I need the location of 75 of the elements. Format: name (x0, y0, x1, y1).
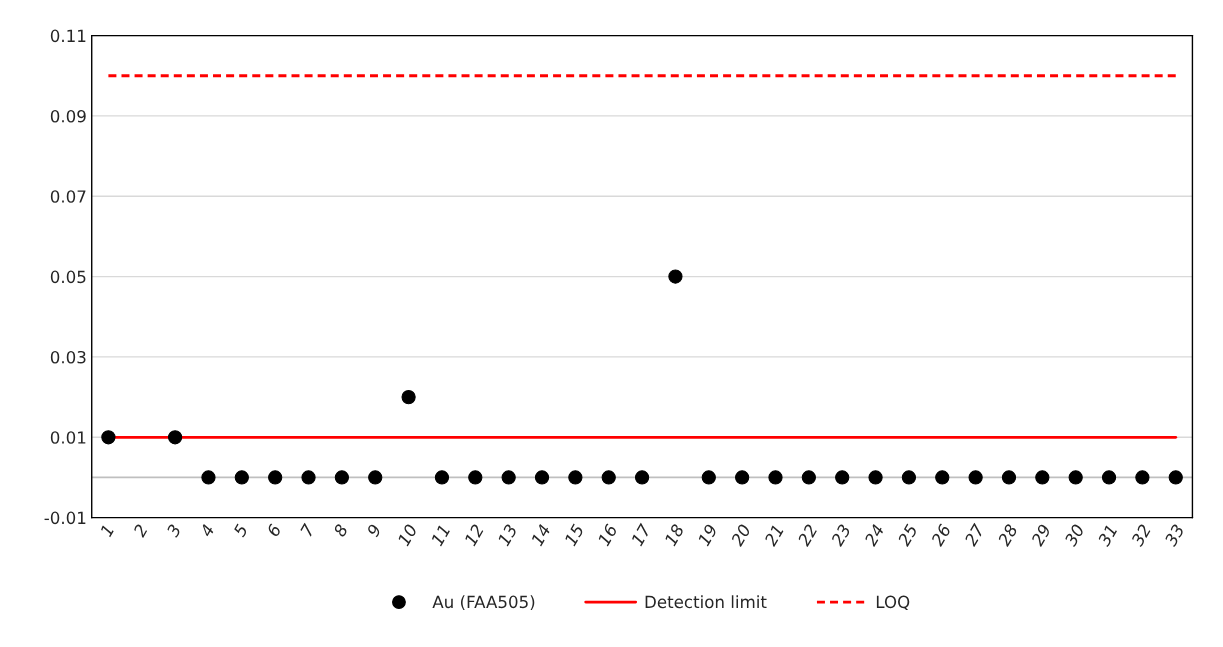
x-tick-label: 21 (763, 524, 784, 548)
x-tick-label: 23 (830, 523, 852, 548)
x-tick-label: 11 (430, 524, 450, 547)
x-tick-label: 19 (697, 523, 718, 547)
point (768, 470, 783, 485)
point (334, 470, 349, 485)
point (234, 470, 249, 485)
point (935, 470, 950, 485)
x-tick-label: 13 (497, 523, 518, 547)
point (1168, 470, 1183, 485)
x-tick-label: 4 (199, 523, 215, 538)
point (501, 470, 516, 485)
point (167, 430, 183, 445)
x-tick-label: 10 (396, 523, 418, 547)
legend-label: LOQ (876, 595, 910, 611)
x-tick-label: 9 (366, 523, 382, 538)
point (835, 470, 850, 485)
point (634, 470, 650, 485)
x-tick-label: 27 (963, 522, 985, 548)
point (368, 470, 383, 485)
x-tick-label: 16 (597, 523, 618, 547)
x-tick-label: 5 (232, 523, 249, 538)
x-tick-label: 18 (663, 523, 685, 547)
point (968, 470, 983, 485)
y-tick-label: 0.09 (50, 109, 86, 123)
x-tick-label: 12 (463, 523, 485, 547)
point (901, 470, 917, 485)
x-tick-label: 31 (1097, 524, 1118, 548)
y-tick-label: 0.07 (50, 190, 86, 203)
x-tick-label: 30 (1063, 523, 1085, 548)
point (1068, 470, 1083, 485)
y-tick-label: -0.01 (44, 511, 86, 525)
point (434, 470, 450, 485)
point (201, 470, 216, 485)
x-tick-label: 26 (930, 523, 952, 548)
point (668, 269, 683, 284)
legend-label: Detection limit (645, 595, 767, 609)
x-tick-label: 8 (332, 523, 349, 538)
point (701, 470, 716, 485)
point (601, 470, 616, 485)
point (868, 470, 883, 485)
x-tick-label: 17 (630, 522, 652, 547)
point (468, 470, 483, 485)
point (1001, 470, 1017, 485)
x-tick-label: 33 (1163, 523, 1185, 548)
point (268, 470, 283, 485)
x-tick-label: 3 (165, 523, 182, 539)
x-tick-label: 25 (896, 523, 918, 548)
point (735, 470, 750, 485)
x-tick-label: 15 (563, 523, 585, 547)
point (301, 470, 316, 485)
legend-label: Au (FAA505) (432, 595, 535, 611)
x-tick-label: 24 (863, 523, 885, 548)
point (1101, 470, 1117, 485)
x-tick-label: 32 (1130, 523, 1152, 548)
y-tick-label: 0.01 (50, 431, 86, 444)
point (1135, 470, 1150, 485)
x-tick-label: 20 (730, 523, 752, 548)
y-tick-label: 0.11 (50, 29, 86, 43)
x-tick-label: 28 (996, 523, 1019, 548)
y-tick-label: 0.03 (50, 350, 86, 364)
point (101, 430, 116, 445)
x-tick-label: 22 (796, 523, 818, 548)
x-tick-label: 29 (1030, 523, 1052, 548)
x-tick-label: 14 (530, 523, 551, 547)
x-tick-label: 6 (266, 523, 282, 538)
y-tick-label: 0.05 (50, 270, 86, 284)
x-tick-label: 2 (132, 523, 148, 538)
point (1035, 470, 1050, 485)
point (401, 389, 416, 405)
x-tick-label: 7 (300, 522, 316, 537)
point (568, 470, 583, 485)
x-tick-label: 1 (99, 524, 114, 538)
point (801, 470, 816, 485)
point (534, 470, 550, 485)
